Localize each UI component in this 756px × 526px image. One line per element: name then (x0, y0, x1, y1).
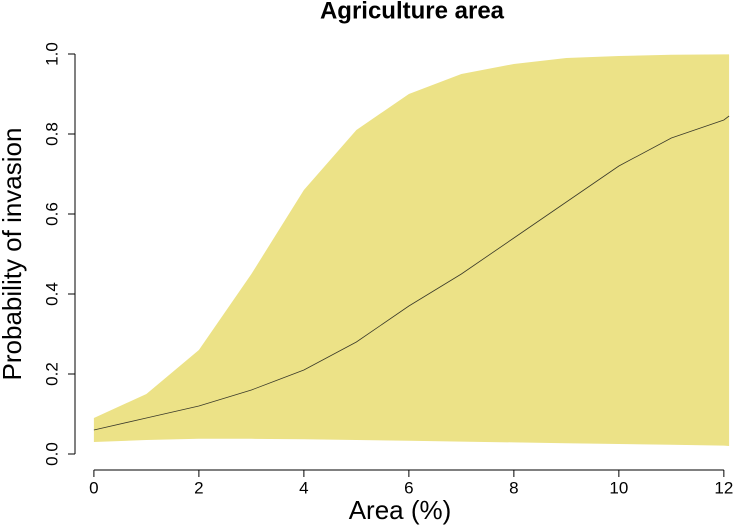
y-tick-label: 0.4 (42, 282, 61, 306)
confidence-band (93, 54, 730, 447)
x-tick-label: 6 (404, 478, 413, 497)
x-axis-label: Area (%) (349, 495, 452, 525)
y-tick-label: 0.8 (42, 122, 61, 146)
x-tick-label: 2 (194, 478, 203, 497)
y-tick-label: 0.6 (42, 202, 61, 226)
x-tick-label: 8 (509, 478, 518, 497)
x-tick-label: 12 (714, 478, 733, 497)
line (93, 115, 730, 431)
x-tick-label: 4 (299, 478, 308, 497)
y-tick-label: 0.0 (42, 442, 61, 466)
y-axis-label: Probability of invasion (0, 128, 27, 381)
y-tick-label: 0.2 (42, 362, 61, 386)
x-tick-label: 0 (89, 478, 98, 497)
x-tick-label: 10 (609, 478, 628, 497)
y-tick-label: 1.0 (42, 42, 61, 66)
chart-title: Agriculture area (320, 0, 505, 24)
